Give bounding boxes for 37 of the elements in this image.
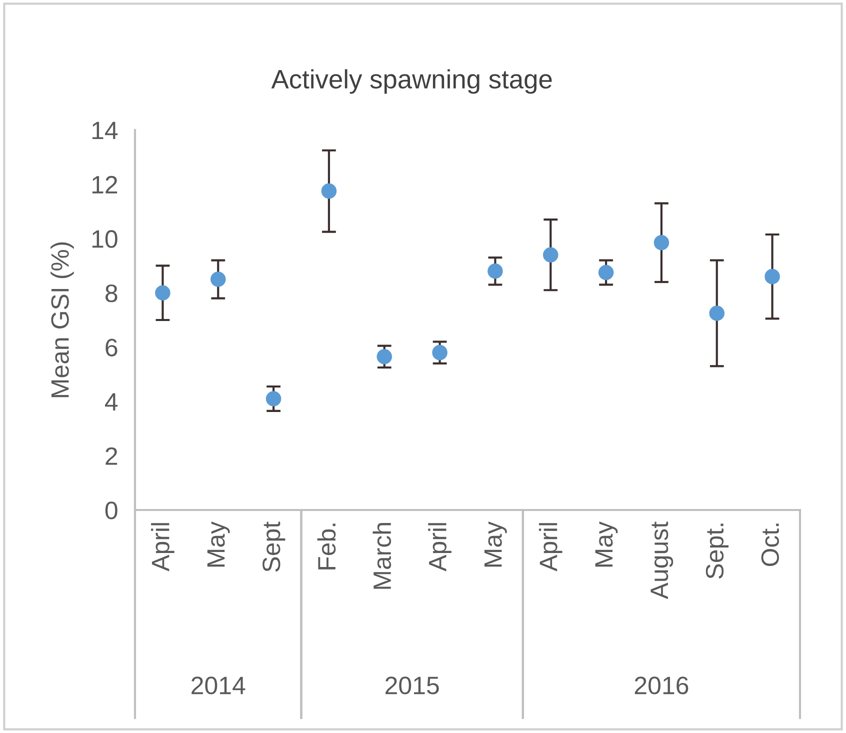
point bbox=[488, 264, 503, 279]
y-axis-title: Mean GSI (%) bbox=[50, 242, 74, 398]
x-tick-label: Feb. bbox=[317, 524, 336, 570]
point bbox=[709, 306, 725, 321]
point bbox=[210, 272, 226, 287]
x-axis-title: 2016 bbox=[634, 676, 688, 694]
y-tick-label: 10 bbox=[92, 230, 118, 248]
x-tick-label: April bbox=[538, 523, 562, 572]
x-tick-label: Sept. bbox=[706, 524, 729, 579]
point bbox=[542, 247, 558, 262]
y-tick-label: 4 bbox=[105, 393, 118, 410]
y-tick-label: 0 bbox=[105, 502, 118, 520]
point bbox=[376, 349, 392, 364]
x-tick-label: March bbox=[372, 523, 392, 589]
x-tick-label: Oct. bbox=[761, 524, 780, 566]
x-tick-label: May bbox=[595, 521, 618, 567]
y-tick-label: 2 bbox=[106, 447, 118, 465]
x-tick-label: April bbox=[428, 523, 452, 572]
x-tick-label: Sept bbox=[262, 522, 286, 572]
y-tick-label: 14 bbox=[92, 122, 118, 140]
point bbox=[155, 285, 170, 300]
point bbox=[764, 268, 780, 284]
x-tick-label: August bbox=[650, 522, 674, 600]
x-tick-label: May bbox=[207, 521, 230, 567]
y-tick-label: 8 bbox=[106, 284, 118, 302]
point bbox=[321, 183, 337, 199]
y-tick-label: 6 bbox=[106, 338, 118, 356]
point bbox=[654, 235, 670, 250]
point bbox=[266, 391, 282, 406]
point bbox=[598, 264, 614, 280]
chart-title: Actively spawning stage bbox=[271, 69, 552, 94]
point bbox=[432, 344, 448, 360]
x-axis-title: 2015 bbox=[386, 676, 439, 694]
x-tick-label: April bbox=[151, 523, 174, 572]
x-axis-title: 2014 bbox=[192, 676, 246, 694]
y-tick-label: 12 bbox=[92, 176, 118, 194]
x-tick-label: May bbox=[484, 521, 507, 567]
